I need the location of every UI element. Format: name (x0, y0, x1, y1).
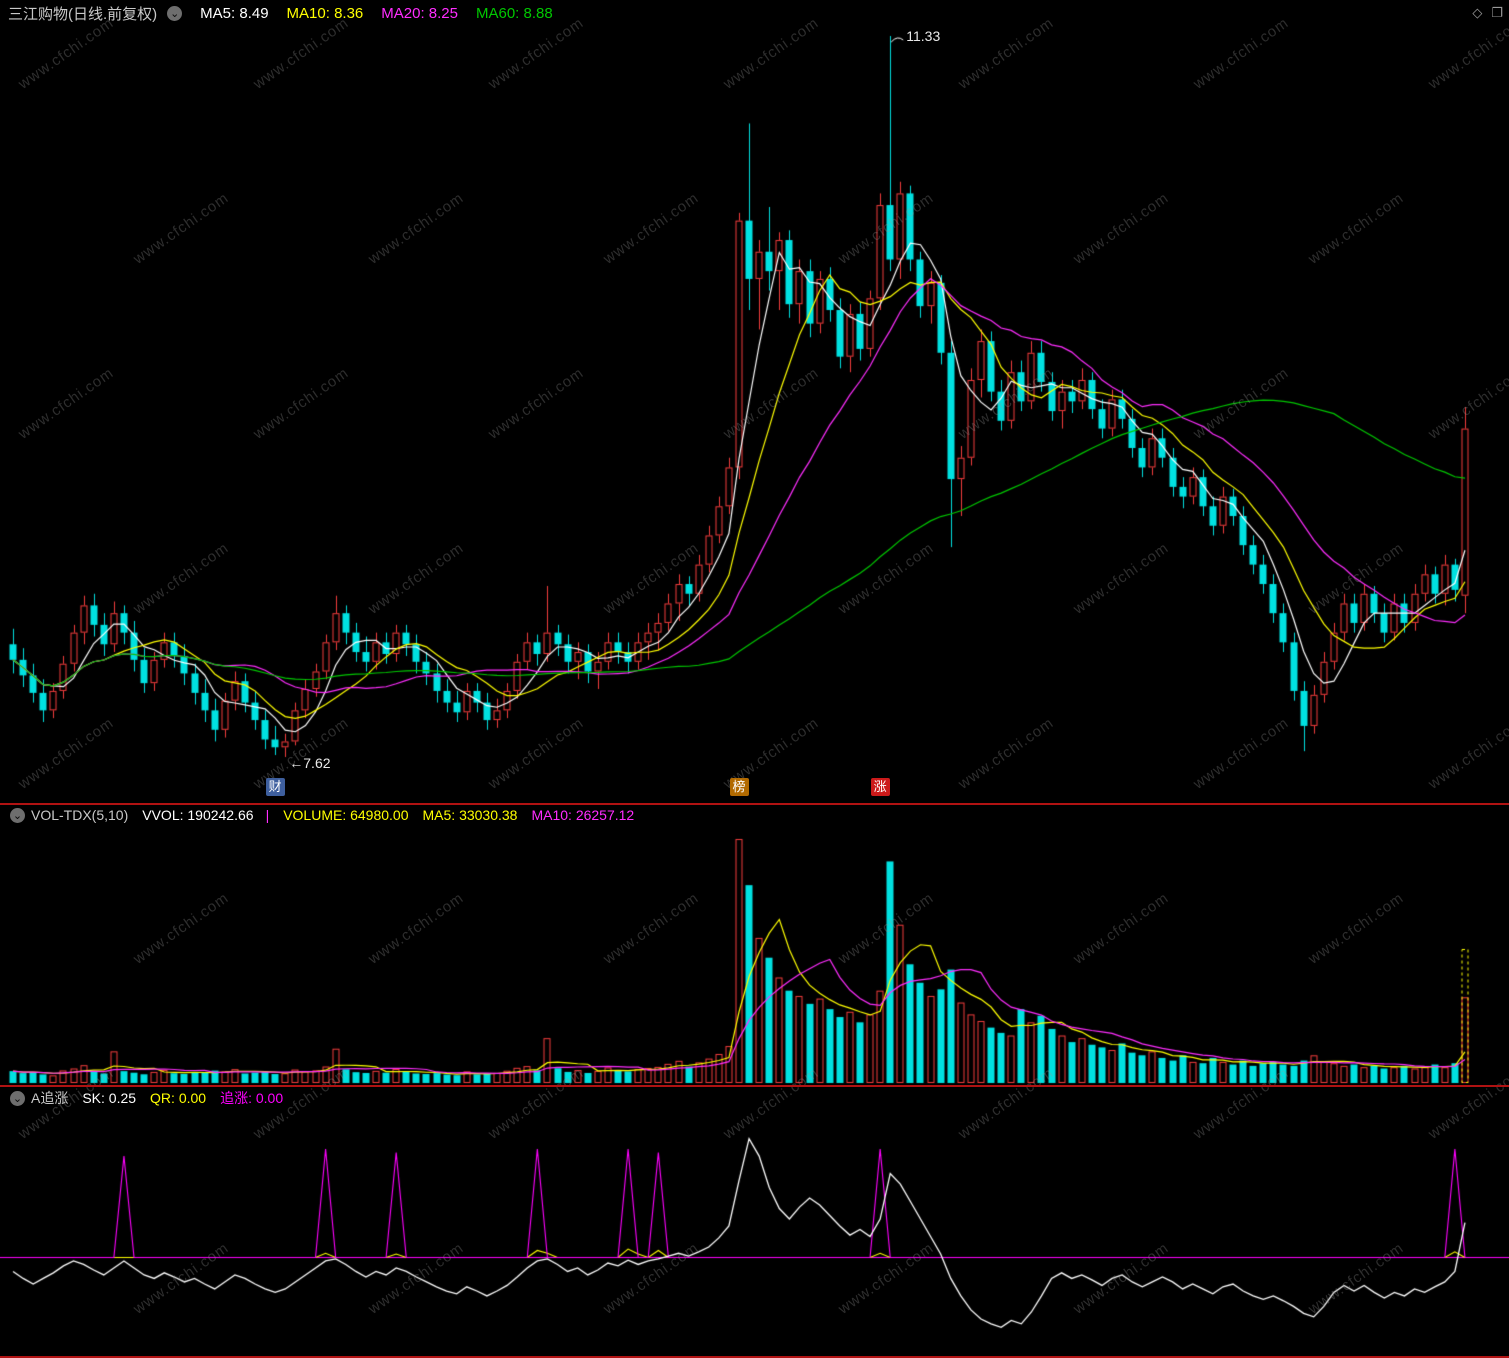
event-marker-bang[interactable]: 榜 (729, 778, 749, 796)
indicator-collapse-toggle-icon[interactable]: ⌄ (10, 1090, 25, 1106)
panel-separator (0, 1085, 1509, 1087)
stock-title: 三江购物(日线.前复权) (8, 5, 158, 23)
volume-indicator-name: VOL-TDX(5,10) (31, 807, 129, 823)
candlestick-chart[interactable] (0, 26, 1509, 803)
high-annotation: 11.33 (906, 28, 941, 44)
zhuizhang-value: 追涨: 0.00 (220, 1090, 284, 1106)
volume-collapse-toggle-icon[interactable]: ⌄ (10, 807, 25, 823)
main-chart-header: 三江购物(日线.前复权) ⌄ MA5: 8.49 MA10: 8.36 MA20… (0, 0, 1509, 26)
header-divider: | (265, 807, 270, 823)
window-controls: ◇ ❐ (1472, 5, 1503, 21)
panel-separator (0, 1356, 1509, 1358)
volume-panel-header: ⌄ VOL-TDX(5,10) VVOL: 190242.66 | VOLUME… (0, 804, 1509, 826)
panel-separator (0, 803, 1509, 805)
ma20-value: MA20: 8.25 (381, 4, 458, 22)
sk-value: SK: 0.25 (82, 1090, 137, 1106)
indicator-panel-header: ⌄ A追涨 SK: 0.25 QR: 0.00 追涨: 0.00 (0, 1087, 1509, 1109)
event-marker-cai[interactable]: 财 (265, 778, 285, 796)
event-marker-zhang[interactable]: 涨 (870, 778, 890, 796)
volume-chart[interactable] (0, 827, 1509, 1085)
ma10-value: MA10: 8.36 (286, 4, 364, 22)
low-annotation: ←7.62 (289, 755, 331, 771)
collapse-toggle-icon[interactable]: ⌄ (167, 5, 183, 21)
indicator-chart[interactable] (0, 1110, 1509, 1356)
window-restore-icon[interactable]: ❐ (1491, 5, 1503, 20)
volume-value: VOLUME: 64980.00 (283, 807, 409, 823)
diamond-icon[interactable]: ◇ (1472, 5, 1483, 20)
volume-ma10-value: MA10: 26257.12 (531, 807, 635, 823)
vvol-value: VVOL: 190242.66 (142, 807, 254, 823)
ma5-value: MA5: 8.49 (200, 4, 269, 22)
ma60-value: MA60: 8.88 (475, 4, 553, 22)
volume-ma5-value: MA5: 33030.38 (422, 807, 518, 823)
qr-value: QR: 0.00 (150, 1090, 207, 1106)
indicator-name: A追涨 (31, 1090, 69, 1106)
